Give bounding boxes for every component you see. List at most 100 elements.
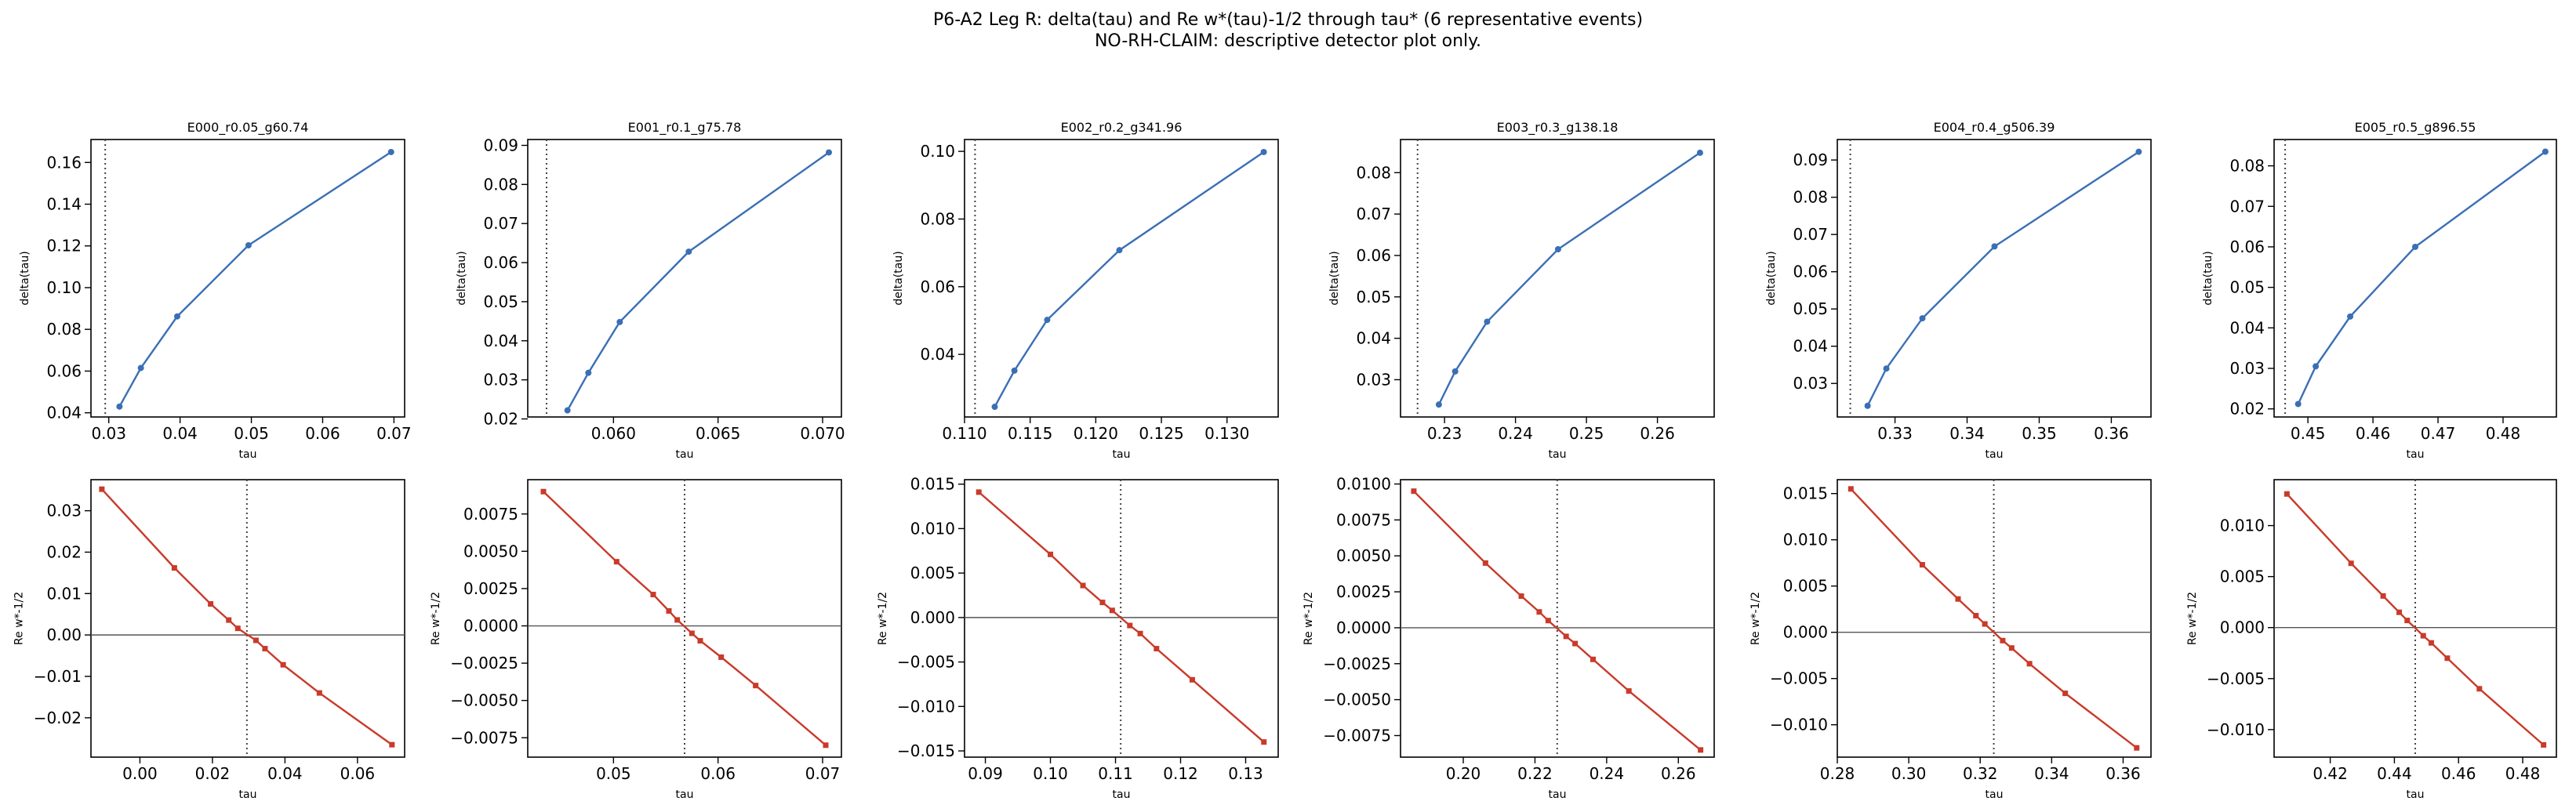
data-point [1955,596,1961,602]
y-tick-label: 0.0025 [463,579,518,598]
data-point [2000,637,2006,643]
y-tick-label: −0.010 [1770,716,1828,734]
data-point [2412,243,2418,250]
x-tick-label: 0.26 [1640,424,1675,443]
data-point [2313,363,2320,370]
y-tick-label: 0.07 [483,214,518,233]
panel-E000-re: 0.00 0.02 0.04 0.06 −0.02 −0.01 0.00 0.01 0.02 0.… [13,479,405,801]
y-tick-label: 0.03 [483,371,518,390]
y-tick-label: 0.04 [46,404,82,422]
x-tick-label: 0.45 [2291,424,2326,443]
data-point [1982,621,1988,627]
y-tick-label: 0.000 [2220,618,2265,637]
x-tick-label: 0.47 [2421,424,2456,443]
data-point [1484,318,1491,325]
panel-title: E004_r0.4_g506.39 [1934,120,2055,136]
x-tick-label: 0.25 [1569,424,1604,443]
x-tick-label: 0.065 [696,424,740,443]
data-point [1563,633,1569,640]
series-line [101,488,393,746]
data-point [1696,149,1703,156]
y-axis-label: delta(tau) [1328,251,1341,305]
plot-frame [90,479,405,758]
data-point [280,662,286,668]
y-tick-label: 0.0025 [1336,582,1391,601]
x-tick-label: 0.48 [2505,764,2541,783]
y-tick-label: 0.0075 [1336,510,1391,529]
data-point [1919,562,1925,568]
x-axis-label: tau [1549,448,1567,461]
data-point [226,617,232,623]
data-point [2294,401,2302,408]
panel-E002-delta: E002_r0.2_g341.96 0.110 0.115 0.120 0.125 0.1… [892,120,1279,461]
data-point [613,559,619,565]
x-tick-label: 0.34 [2034,764,2069,783]
x-tick-label: 0.42 [2313,764,2348,783]
y-tick-label: −0.015 [897,741,955,760]
data-point [1482,560,1488,566]
x-axis-label: tau [676,788,694,801]
x-tick-label: 0.05 [234,424,269,443]
x-tick-label: 0.060 [591,424,636,443]
x-tick-label: 0.13 [1228,764,1263,783]
y-tick-label: 0.06 [2229,237,2265,256]
data-point [650,592,656,598]
x-tick-label: 0.110 [942,424,986,443]
data-point [2476,686,2483,692]
y-tick-label: 0.08 [920,209,955,228]
data-point [262,646,268,652]
data-point [2348,560,2354,567]
x-tick-label: 0.30 [1891,764,1927,783]
panel-E001-delta: E001_r0.1_g75.78 0.060 0.065 0.070 0.02 0.03 0… [456,120,845,461]
data-point [1109,607,1115,614]
x-axis-label: tau [2407,448,2425,461]
data-point [1864,402,1871,409]
x-tick-label: 0.48 [2486,424,2521,443]
x-tick-label: 0.36 [2094,424,2129,443]
y-tick-label: 0.05 [2229,278,2265,297]
data-point [991,404,998,411]
x-tick-label: 0.33 [1877,424,1913,443]
y-axis-label: delta(tau) [2202,251,2214,305]
y-tick-label: 0.005 [2220,567,2265,586]
x-tick-label: 0.05 [596,764,631,783]
panel-E004-delta: E004_r0.4_g506.39 0.33 0.34 0.35 0.36 0.03 0.0… [1765,120,2152,461]
y-tick-label: 0.08 [1356,163,1391,182]
y-tick-label: 0.02 [46,542,82,561]
data-point [2541,741,2547,748]
y-tick-label: 0.0000 [463,617,518,636]
x-tick-label: 0.04 [267,764,303,783]
x-tick-label: 0.02 [195,764,231,783]
y-axis-label: Re w*-1/2 [877,592,889,645]
data-point [387,148,394,155]
y-tick-label: 0.04 [1356,329,1391,348]
figure-title: P6-A2 Leg R: delta(tau) and Re w*(tau)-1… [0,9,2576,52]
data-point [1590,656,1596,662]
panel-E001-re: 0.05 0.06 0.07 −0.0075 −0.0050 −0.0025 0.0000 0… [430,479,842,801]
x-axis-label: tau [1113,448,1131,461]
plot-frame [90,139,405,418]
data-point [2284,491,2290,497]
y-axis-label: delta(tau) [456,251,468,305]
x-axis-label: tau [239,448,257,461]
y-tick-label: 0.04 [483,332,518,350]
y-tick-label: 0.02 [2229,400,2265,419]
y-axis-label: delta(tau) [1765,251,1778,305]
y-tick-label: 0.10 [920,142,955,161]
y-tick-label: 0.07 [2229,197,2265,216]
data-point [1883,365,1890,372]
data-point [2134,745,2140,751]
data-point [171,565,177,571]
data-point [585,369,592,376]
data-point [99,486,105,492]
y-tick-label: 0.06 [483,253,518,272]
data-point [1919,315,1926,322]
data-point [826,149,832,156]
figure-title-line-1: P6-A2 Leg R: delta(tau) and Re w*(tau)-1… [932,10,1644,30]
x-tick-label: 0.22 [1517,764,1553,783]
x-tick-label: 0.46 [2441,764,2476,783]
y-tick-label: 0.07 [1356,205,1391,223]
data-point [616,318,623,325]
data-point [1626,688,1632,694]
y-axis-label: delta(tau) [19,251,31,305]
